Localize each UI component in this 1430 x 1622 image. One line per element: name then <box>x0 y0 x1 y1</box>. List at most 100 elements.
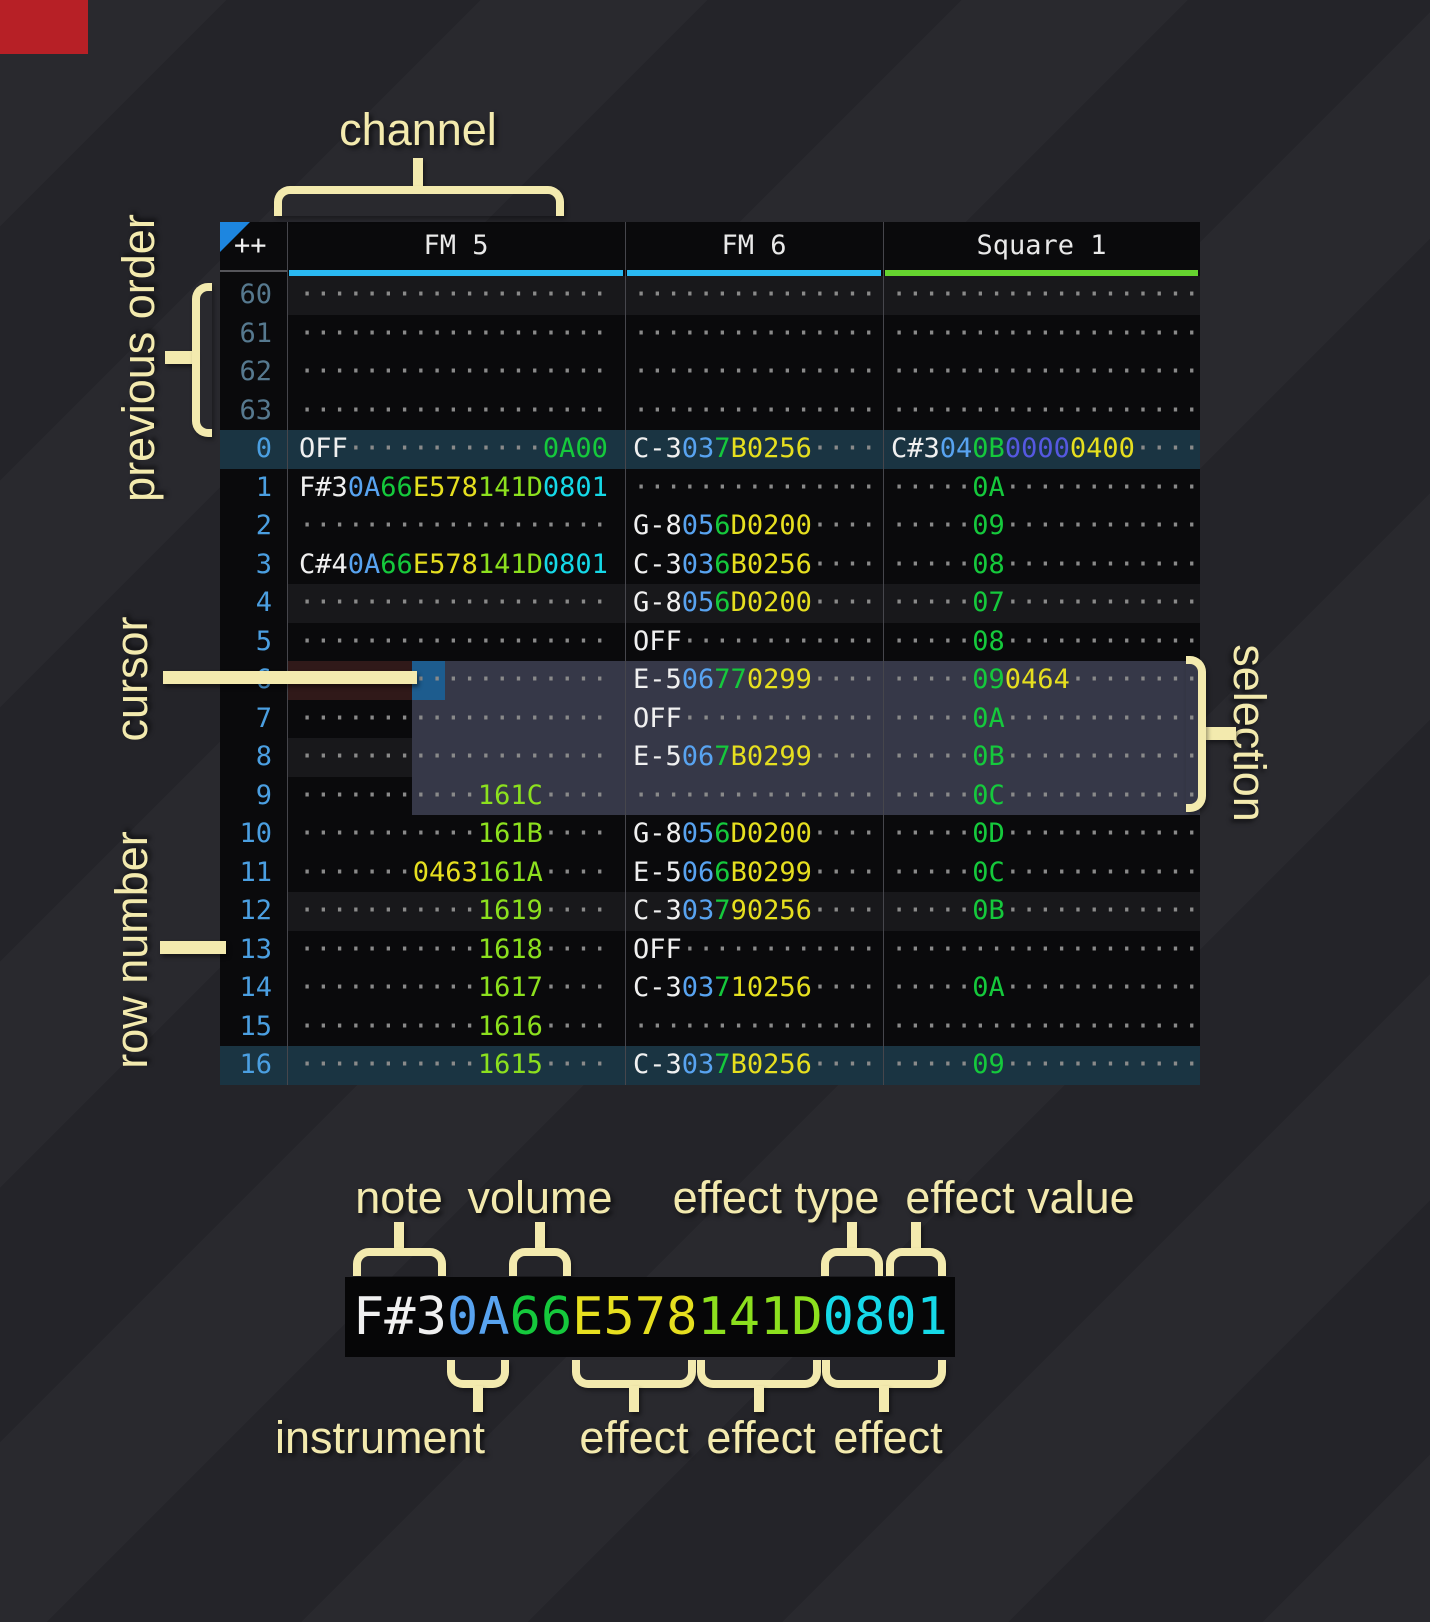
channel-header-fm-6[interactable]: FM 6 <box>721 230 787 261</box>
pattern-cell[interactable]: ··············· <box>633 777 877 816</box>
pattern-cell[interactable]: C-3037B0256···· <box>633 430 877 469</box>
pattern-cell[interactable]: ··················· <box>891 931 1200 970</box>
pattern-cell[interactable]: F#30A66E578141D0801 <box>299 469 608 508</box>
pattern-cell[interactable]: ··················· <box>891 392 1200 431</box>
pattern-cell[interactable]: ·····0A············ <box>891 700 1200 739</box>
row-number: 7 <box>255 702 272 734</box>
pattern-cell[interactable]: ···········1618···· <box>299 931 608 970</box>
pattern-cell[interactable]: ··················· <box>299 584 608 623</box>
cell-segment: ············ <box>1004 625 1200 657</box>
pattern-cell[interactable]: ··················· <box>299 623 608 662</box>
pattern-cell[interactable]: ··················· <box>891 1008 1200 1047</box>
pattern-cell[interactable]: ··················· <box>299 507 608 546</box>
cell-segment: ···· <box>542 1010 608 1042</box>
pattern-cell[interactable]: ·····0A············ <box>891 469 1200 508</box>
cell-segment: ····· <box>891 587 973 618</box>
pattern-cell[interactable]: ··············· <box>633 469 877 508</box>
pattern-cell[interactable]: ···········1617···· <box>299 969 608 1008</box>
header-divider <box>220 270 287 272</box>
pattern-cell[interactable]: OFF············ <box>633 623 877 662</box>
cell-segment: 6 <box>714 548 731 580</box>
pattern-cell[interactable]: C-3036B0256···· <box>633 546 877 585</box>
pattern-cell[interactable]: ···········1615···· <box>299 1046 608 1085</box>
pattern-cell[interactable]: ·····09············ <box>891 507 1200 546</box>
cell-segment: 7 <box>714 433 731 464</box>
row-number: 4 <box>255 587 272 618</box>
pattern-cell[interactable]: ···········161B···· <box>299 815 608 854</box>
pattern-cell[interactable]: ·····0C············ <box>891 854 1200 893</box>
cell-segment: ····· <box>891 895 973 926</box>
pattern-cell[interactable]: ··················· <box>299 276 608 315</box>
cell-segment: OFF <box>633 702 682 734</box>
cell-segment: 0B <box>972 433 1005 464</box>
pattern-cell[interactable]: G-8056D0200···· <box>633 584 877 623</box>
effect1-label: effect <box>579 1412 689 1463</box>
cell-segment: ···· <box>811 895 877 926</box>
cell-segment: ············ <box>1004 895 1200 926</box>
legend-cell-segment: 141D <box>697 1287 823 1347</box>
pattern-cell[interactable]: C-303790256···· <box>633 892 877 931</box>
cell-segment: ··············· <box>633 394 877 426</box>
cell-segment: B0256 <box>730 548 812 580</box>
pattern-cell[interactable]: ··················· <box>299 700 608 739</box>
pattern-cell[interactable]: ·····0B············ <box>891 892 1200 931</box>
pattern-cell[interactable]: ···········1616···· <box>299 1008 608 1047</box>
pattern-cell[interactable]: C-3037B0256···· <box>633 1046 877 1085</box>
pattern-cell[interactable]: ··············· <box>633 392 877 431</box>
cell-segment: G-8 <box>633 587 682 618</box>
effect3-brace <box>822 1360 946 1388</box>
pattern-cell[interactable]: ·····08············ <box>891 546 1200 585</box>
pattern-cell[interactable]: C-303710256···· <box>633 969 877 1008</box>
pattern-cell[interactable]: OFF············ <box>633 931 877 970</box>
row-number-label: row number <box>106 831 157 1069</box>
cell-segment: 1616 <box>477 1010 543 1042</box>
pattern-cell[interactable]: ··················· <box>299 738 608 777</box>
pattern-cell[interactable]: ··················· <box>299 392 608 431</box>
pattern-cell[interactable]: ··················· <box>299 315 608 354</box>
pattern-cell[interactable]: ··················· <box>891 315 1200 354</box>
pattern-cell[interactable]: E-506770299···· <box>633 661 877 700</box>
channel-header-fm-5[interactable]: FM 5 <box>423 230 489 261</box>
pattern-cell[interactable]: ··················· <box>299 353 608 392</box>
pattern-cell[interactable]: ·····0A············ <box>891 969 1200 1008</box>
row-number: 63 <box>239 394 272 426</box>
cell-segment: ··················· <box>299 625 608 657</box>
pattern-cell[interactable]: E-5067B0299···· <box>633 738 877 777</box>
pattern-cell[interactable]: C#3040B00000400···· <box>891 430 1200 469</box>
channel-header-square-1[interactable]: Square 1 <box>976 230 1107 261</box>
pattern-cell[interactable]: ·····0D············ <box>891 815 1200 854</box>
cell-segment: 06 <box>681 856 715 888</box>
pattern-cell[interactable]: OFF············ <box>633 700 877 739</box>
pattern-cell[interactable]: C#40A66E578141D0801 <box>299 546 608 585</box>
cell-segment: 08 <box>972 548 1005 580</box>
row-number: 10 <box>239 818 272 849</box>
pattern-cell[interactable]: ·······0463161A···· <box>299 854 608 893</box>
pattern-cell[interactable]: ·····090464········ <box>891 661 1200 700</box>
pattern-cell[interactable]: ·····0B············ <box>891 738 1200 777</box>
order-add-button[interactable]: ++ <box>234 230 267 261</box>
pattern-cell[interactable]: G-8056D0200···· <box>633 507 877 546</box>
pattern-cell[interactable]: G-8056D0200···· <box>633 815 877 854</box>
cell-segment: ····· <box>891 548 973 580</box>
pattern-cell[interactable]: ··············· <box>633 353 877 392</box>
pattern-cell[interactable]: ··············· <box>633 276 877 315</box>
pattern-cell[interactable]: E-5066B0299···· <box>633 854 877 893</box>
pattern-cell[interactable]: ·····07············ <box>891 584 1200 623</box>
row-number: 60 <box>239 279 272 310</box>
pattern-cell[interactable]: ··················· <box>891 353 1200 392</box>
cell-segment: 0801 <box>542 548 608 580</box>
pattern-cell[interactable]: ·····0C············ <box>891 777 1200 816</box>
cell-segment: 0B <box>972 895 1005 926</box>
cell-segment: 161B <box>477 818 543 849</box>
cell-segment: 90256 <box>730 895 812 926</box>
pattern-cell[interactable]: ···········161C···· <box>299 777 608 816</box>
pattern-cell[interactable]: ··················· <box>891 276 1200 315</box>
pattern-cell[interactable]: ···········1619···· <box>299 892 608 931</box>
pattern-cell[interactable]: ·····09············ <box>891 1046 1200 1085</box>
pattern-cell[interactable]: ·····08············ <box>891 623 1200 662</box>
pattern-cell[interactable]: ··············· <box>633 315 877 354</box>
legend-cell-segment: 66 <box>509 1287 573 1347</box>
pattern-cell[interactable]: OFF············0A00 <box>299 430 608 469</box>
legend-cell-segment: E578 <box>572 1287 698 1347</box>
pattern-cell[interactable]: ··············· <box>633 1008 877 1047</box>
